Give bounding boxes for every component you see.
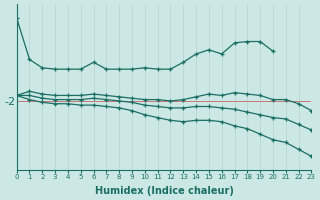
X-axis label: Humidex (Indice chaleur): Humidex (Indice chaleur): [95, 186, 234, 196]
